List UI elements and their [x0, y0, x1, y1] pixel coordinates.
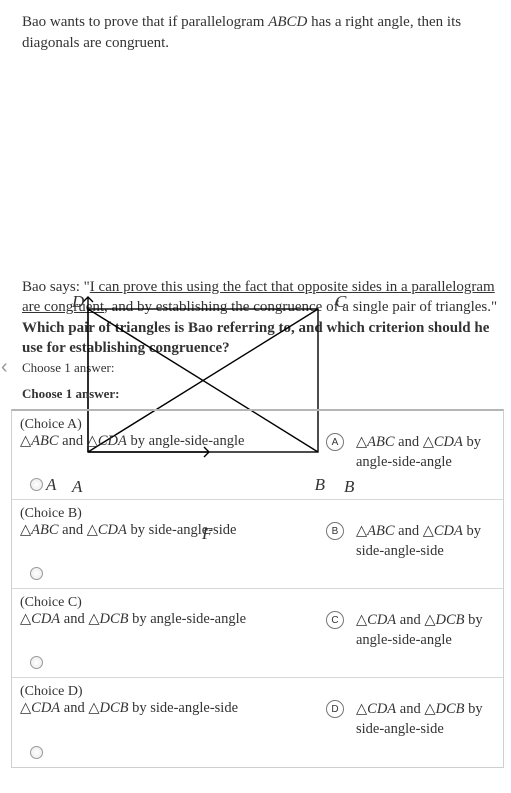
choice-b-radio[interactable]: [30, 567, 43, 580]
choice-b-left: ABC and CDA by side-angle-side: [20, 522, 320, 539]
choice-d-label: (Choice D): [20, 684, 495, 700]
choice-a-right: ABC and CDA by angle-side-angle: [356, 433, 495, 472]
choice-b-label: (Choice B): [20, 506, 495, 522]
label-d: D: [72, 292, 84, 312]
choice-d-left: CDA and DCB by side-angle-side: [20, 700, 320, 717]
question-container: Bao wants to prove that if parallelogram…: [0, 0, 511, 486]
choice-d-letter: D: [326, 700, 344, 718]
choice-a-letter: A: [326, 433, 344, 451]
choice-c-radio[interactable]: [30, 656, 43, 669]
choice-a-left: ABC and CDA by angle-side-angle: [20, 433, 320, 450]
choice-c-letter: C: [326, 611, 344, 629]
choice-a[interactable]: (Choice A) ABC and CDA by angle-side-ang…: [12, 411, 503, 499]
label-c: C: [335, 292, 346, 312]
math-abcd: ABCD: [268, 14, 307, 30]
choices-list: (Choice A) ABC and CDA by angle-side-ang…: [11, 409, 504, 768]
diagram-area: Bao says: "I can prove this using the fa…: [22, 64, 501, 474]
choice-d-right: CDA and DCB by side-angle-side: [356, 700, 495, 739]
choice-a-label: (Choice A): [20, 417, 495, 433]
choose-answer-2: Choose 1 answer:: [22, 386, 120, 402]
choice-c-right: CDA and DCB by angle-side-angle: [356, 611, 495, 650]
choice-c-left: CDA and DCB by angle-side-angle: [20, 611, 320, 628]
choice-c[interactable]: (Choice C) CDA and DCB by angle-side-ang…: [12, 588, 503, 677]
choice-b-letter: B: [326, 522, 344, 540]
choice-b[interactable]: (Choice B) ABC and CDA by side-angle-sid…: [12, 499, 503, 588]
choice-d-radio[interactable]: [30, 746, 43, 759]
choice-d[interactable]: (Choice D) CDA and DCB by side-angle-sid…: [12, 677, 503, 766]
choice-a-radio[interactable]: [30, 478, 43, 491]
intro-text: Bao wants to prove that if parallelogram…: [22, 12, 501, 54]
choice-b-right: ABC and CDA by side-angle-side: [356, 522, 495, 561]
choice-c-label: (Choice C): [20, 595, 495, 611]
